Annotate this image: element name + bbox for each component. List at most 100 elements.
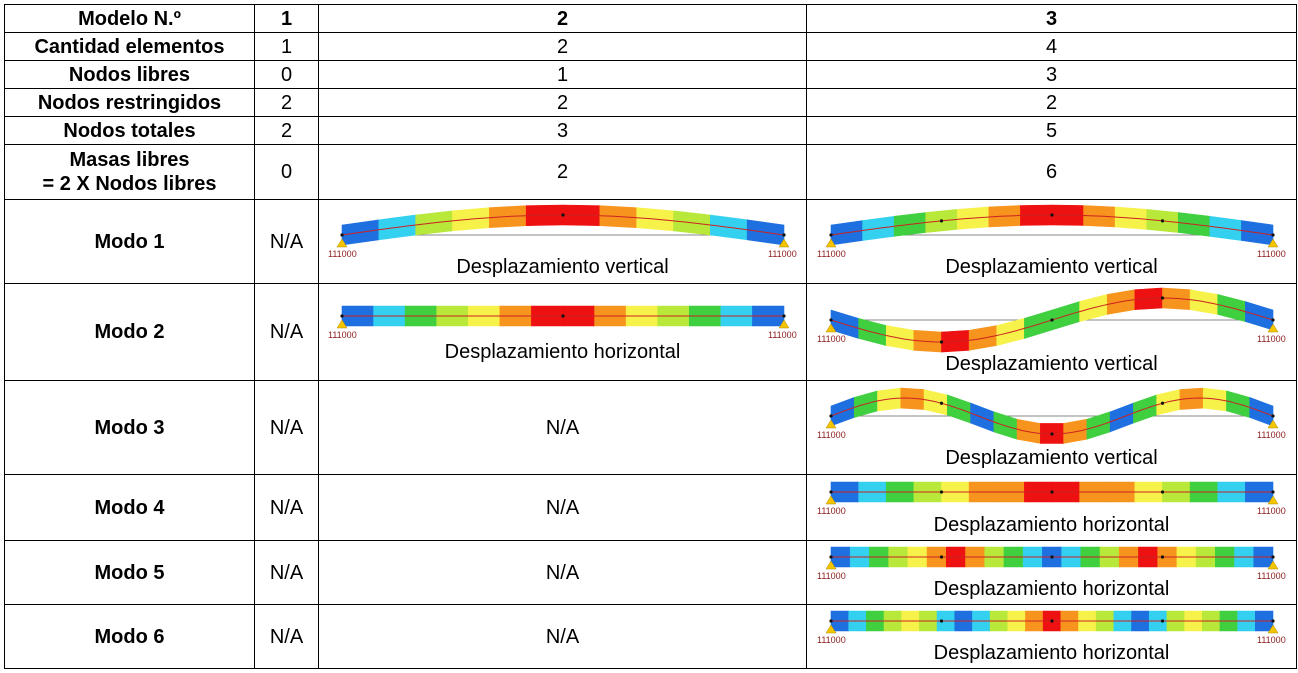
row-label: Nodos restringidos [4,88,255,117]
node-marker [1049,554,1054,559]
mode-diagram-cell: 111000 111000 Desplazamiento vertical [806,199,1297,284]
mode-label: Modo 4 [4,474,255,541]
node-marker [939,489,943,494]
mode-na: N/A [254,604,319,669]
cell-value: 4 [806,32,1297,61]
header-col-2: 2 [318,4,807,33]
cell-value: 2 [318,32,807,61]
mode-caption: Desplazamiento vertical [456,255,669,278]
table-row: Masas libres = 2 X Nodos libres 0 2 6 [4,144,1297,200]
row-label: Masas libres = 2 X Nodos libres [4,144,255,200]
table-row: Nodos totales 2 3 5 [4,116,1297,145]
mode-na: N/A [318,540,807,605]
support-icon [778,238,789,247]
node-marker [828,232,833,237]
mode-shape-diagram: 111000 111000 [817,287,1285,353]
mode-label: Modo 2 [4,283,255,381]
node-marker [1160,489,1164,494]
mode-na: N/A [254,474,319,541]
node-marker [1049,618,1054,623]
mode-shape-diagram: 111000 111000 [817,610,1285,645]
cell-value: 2 [318,144,807,200]
support-label: 111000 [817,430,846,440]
cell-value: 2 [254,116,319,145]
support-label: 111000 [768,330,797,340]
table-row: Cantidad elementos 1 2 4 [4,32,1297,61]
mode-shape-diagram: 111000 111000 [817,546,1285,581]
cell-value: 0 [254,60,319,89]
node-marker [1270,489,1275,494]
mode-comparison-table: Modelo N.º 1 2 3 Cantidad elementos 1 2 … [4,4,1297,669]
mode-row: Modo 4 N/A N/A 111000 111000 Desplazamien… [4,474,1297,541]
support-icon [1267,560,1278,569]
mode-na: N/A [254,540,319,605]
table-row: Nodos restringidos 2 2 2 [4,88,1297,117]
mode-diagram-cell: 111000 111000 Desplazamiento horizontal [806,474,1297,541]
mode-diagram-cell: 111000 111000 Desplazamiento horizontal [806,604,1297,669]
mode-na: N/A [318,380,807,475]
header-label: Modelo N.º [4,4,255,33]
row-label: Nodos totales [4,116,255,145]
mode-row: Modo 6 N/A N/A 111000 111000 Desplazamien… [4,604,1297,669]
support-label: 111000 [1257,571,1286,581]
node-marker [1049,489,1054,494]
node-marker [939,618,943,623]
node-marker [781,314,786,318]
mode-shape-diagram: 111000 111000 [328,204,796,259]
support-icon [1267,495,1278,504]
mode-diagram-cell: 111000 111000 Desplazamiento vertical [806,380,1297,475]
mode-na: N/A [254,380,319,475]
support-label: 111000 [817,334,846,344]
support-icon [825,238,836,247]
cell-value: 2 [806,88,1297,117]
support-label: 111000 [817,635,846,645]
node-marker [939,401,943,405]
mode-caption: Desplazamiento vertical [945,446,1158,469]
cell-value: 1 [318,60,807,89]
node-marker [339,314,344,318]
mode-na: N/A [318,474,807,541]
row-label-line-1: Masas libres [69,149,190,171]
support-icon [778,319,789,329]
support-label: 111000 [1257,506,1286,516]
cell-value: 1 [254,32,319,61]
mode-diagram-cell: 111000 111000 Desplazamiento vertical [806,283,1297,381]
cell-value: 0 [254,144,319,200]
mode-shape-diagram: 111000 111000 [328,305,797,340]
cell-value: 3 [806,60,1297,89]
mode-row: Modo 5 N/A N/A 111000 111000 Desplazamien… [4,540,1297,605]
support-icon [1267,238,1278,247]
mode-na: N/A [318,604,807,669]
node-marker [1270,554,1275,559]
support-label: 111000 [1257,635,1286,645]
node-marker [1160,296,1164,300]
node-marker [828,554,833,559]
node-marker [1160,554,1164,559]
support-icon [336,319,347,329]
mode-caption: Desplazamiento vertical [945,353,1158,375]
support-label: 111000 [1257,249,1286,259]
support-icon [825,624,836,633]
support-label: 111000 [1257,430,1286,440]
support-label: 111000 [328,249,357,259]
node-marker [339,232,344,237]
support-label: 111000 [817,506,846,516]
mode-row: Modo 1 N/A 111000 111000 Desplazamiento v… [4,199,1297,284]
node-marker [1160,618,1164,623]
node-marker [1049,318,1054,322]
node-marker [939,554,943,559]
support-icon [336,238,347,247]
row-label: Cantidad elementos [4,32,255,61]
mode-na: N/A [254,199,319,284]
mode-label: Modo 6 [4,604,255,669]
mode-row: Modo 2 N/A 111000 111000 Desplazamiento h… [4,283,1297,381]
support-icon [1267,419,1278,428]
node-marker [1270,618,1275,623]
node-marker [828,489,833,494]
mode-shape-diagram: 111000 111000 [817,387,1286,444]
mode-caption: Desplazamiento vertical [945,255,1158,278]
node-marker [1160,218,1164,222]
mode-label: Modo 1 [4,199,255,284]
node-marker [828,413,833,418]
support-icon [825,323,836,333]
